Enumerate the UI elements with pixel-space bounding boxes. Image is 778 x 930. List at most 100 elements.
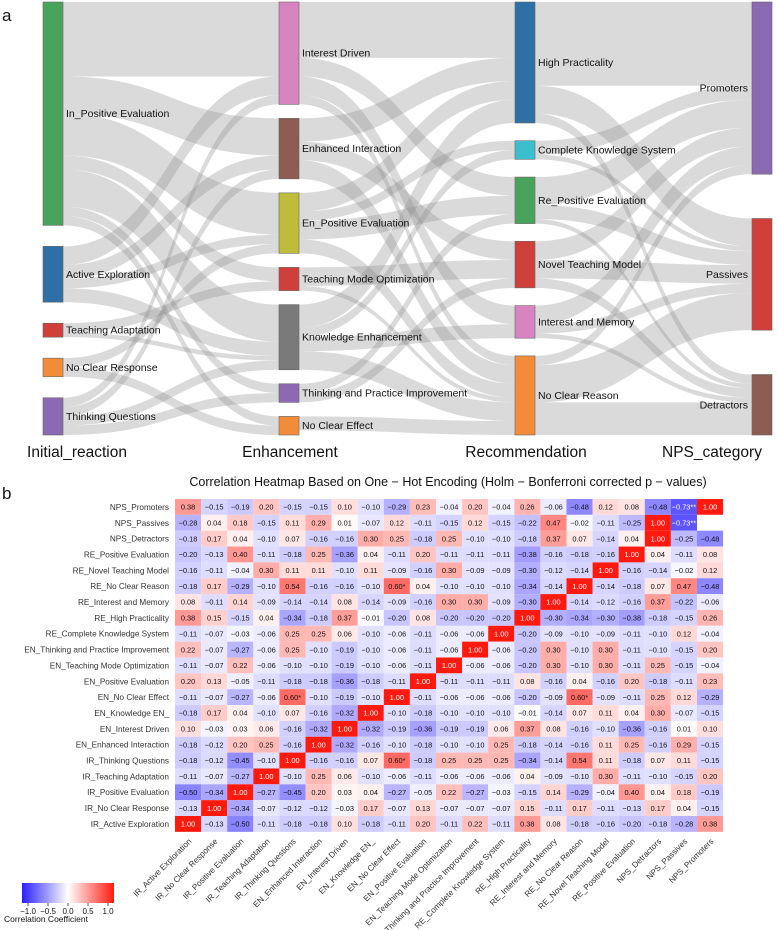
heatmap-cell-label: −0.15	[701, 756, 720, 765]
heatmap-cell-label: −0.18	[622, 582, 641, 591]
sankey-link-no-clear-reason-to-passives	[535, 292, 752, 403]
heatmap-cell-label: 0.15	[207, 614, 221, 623]
heatmap-cell	[697, 736, 724, 753]
heatmap-cell-label: −0.11	[675, 677, 693, 686]
heatmap-cell	[409, 800, 436, 816]
heatmap-cell-label: −0.25	[675, 534, 694, 543]
heatmap-cell-label: 0.08	[416, 614, 430, 623]
heatmap-cell	[409, 625, 436, 642]
heatmap-cell	[279, 514, 306, 531]
heatmap-cell	[462, 641, 489, 658]
heatmap-cell	[175, 609, 202, 626]
heatmap-cell-label: 0.17	[207, 582, 221, 591]
heatmap-cell-label: 0.14	[233, 598, 247, 607]
heatmap-cell	[409, 816, 436, 832]
heatmap-cell-label: −0.04	[596, 788, 615, 797]
heatmap-cell-label: −0.27	[231, 645, 250, 654]
heatmap-cell-label: −0.07	[205, 661, 224, 670]
sankey-link-interest-and-memory-to-detractors	[535, 333, 752, 403]
heatmap-cell	[279, 578, 306, 595]
heatmap-cell-label: 0.04	[364, 550, 378, 559]
heatmap-cell-label: −0.34	[231, 804, 250, 813]
heatmap-cell	[618, 514, 645, 531]
heatmap-cell-label: 0.03	[337, 788, 351, 797]
heatmap-cell-label: −0.18	[179, 756, 198, 765]
sankey-node-complete-knowledge-system	[514, 140, 536, 160]
heatmap-cell-label: −0.15	[231, 614, 250, 623]
heatmap-cell-label: 0.11	[312, 566, 326, 575]
heatmap-cell-label: −0.32	[309, 725, 328, 734]
heatmap-cell-label: 0.60*	[388, 582, 405, 591]
heatmap-cell-label: −0.15	[440, 518, 459, 527]
heatmap-cell-label: −0.11	[179, 661, 197, 670]
sankey-node-label: High Practicality	[538, 57, 614, 69]
heatmap-cell	[436, 816, 463, 832]
heatmap-cell	[383, 546, 410, 563]
heatmap-cell-label: 1.00	[546, 598, 560, 607]
heatmap-cell-label: −0.73**	[672, 503, 697, 512]
heatmap-cell	[279, 689, 306, 706]
heatmap-cell	[592, 546, 619, 563]
heatmap-cell	[697, 816, 724, 832]
heatmap-cell-label: 0.10	[181, 725, 195, 734]
sankey-link-interest-and-memory-to-passives	[535, 283, 752, 334]
heatmap-cell	[175, 530, 202, 547]
heatmap-row-label: EN_No Clear Effect	[98, 693, 170, 702]
panel-label-a: a	[2, 6, 12, 25]
heatmap-cell-label: 0.07	[572, 534, 586, 543]
heatmap-cell-label: −0.29	[701, 693, 720, 702]
heatmap-cell	[462, 578, 489, 595]
heatmap-cell	[279, 594, 306, 610]
sankey-column-label: Enhancement	[242, 444, 338, 461]
heatmap-cell	[697, 499, 724, 515]
heatmap-cell	[697, 689, 724, 706]
heatmap-cell-label: 0.25	[651, 661, 665, 670]
heatmap-cell-label: −0.15	[701, 740, 720, 749]
heatmap-cell-label: −0.18	[179, 709, 198, 718]
heatmap-cell	[409, 752, 436, 769]
heatmap-cell-label: 1.00	[311, 740, 325, 749]
heatmap-cell	[514, 720, 541, 737]
heatmap-cell-label: −0.16	[414, 566, 433, 575]
heatmap-cell-label: −0.06	[466, 661, 485, 670]
heatmap-cell-label: −0.16	[283, 740, 302, 749]
heatmap-cell	[331, 499, 358, 515]
heatmap-cell-label: −0.09	[544, 693, 563, 702]
heatmap-cell	[383, 689, 410, 706]
heatmap-cell	[436, 499, 463, 515]
heatmap-row-label: EN_Knowledge EN_	[94, 709, 169, 718]
heatmap-cell	[436, 625, 463, 642]
heatmap-cell-label: −0.13	[205, 820, 224, 829]
heatmap-cell-label: 0.30	[546, 661, 560, 670]
heatmap-cell	[436, 800, 463, 816]
heatmap-cell	[201, 752, 228, 769]
heatmap-cell-label: 1.00	[442, 661, 456, 670]
heatmap-cell	[514, 530, 541, 547]
heatmap-cell	[697, 800, 724, 816]
sankey-links	[63, 2, 752, 435]
heatmap-cell-label: 0.30	[598, 645, 612, 654]
heatmap-cell-label: −0.20	[492, 614, 511, 623]
heatmap-cell-label: −0.07	[257, 804, 276, 813]
heatmap-cell-label: 0.11	[599, 740, 613, 749]
heatmap-cell	[279, 800, 306, 816]
heatmap-cell	[331, 736, 358, 753]
heatmap-cell	[383, 657, 410, 674]
heatmap-cell	[383, 705, 410, 721]
heatmap-cell	[462, 800, 489, 816]
heatmap-cell	[644, 689, 671, 706]
heatmap-cell-label: 0.20	[416, 550, 430, 559]
heatmap-cell-label: 0.04	[233, 534, 247, 543]
heatmap-cell-label: −0.11	[492, 677, 510, 686]
heatmap-cell	[201, 736, 228, 753]
heatmap-cell-label: 0.40	[625, 788, 639, 797]
heatmap-cell-label: −0.10	[309, 693, 328, 702]
colorbar-tick-label: 0.0	[62, 907, 74, 916]
heatmap-cell-label: 0.17	[207, 534, 221, 543]
heatmap-cell	[227, 800, 254, 816]
sankey-node-in-positive-evaluation	[42, 1, 64, 226]
heatmap-cell	[462, 816, 489, 832]
heatmap-cell	[305, 784, 332, 801]
heatmap-cell	[540, 752, 567, 769]
heatmap-cell-label: 0.06	[494, 725, 508, 734]
